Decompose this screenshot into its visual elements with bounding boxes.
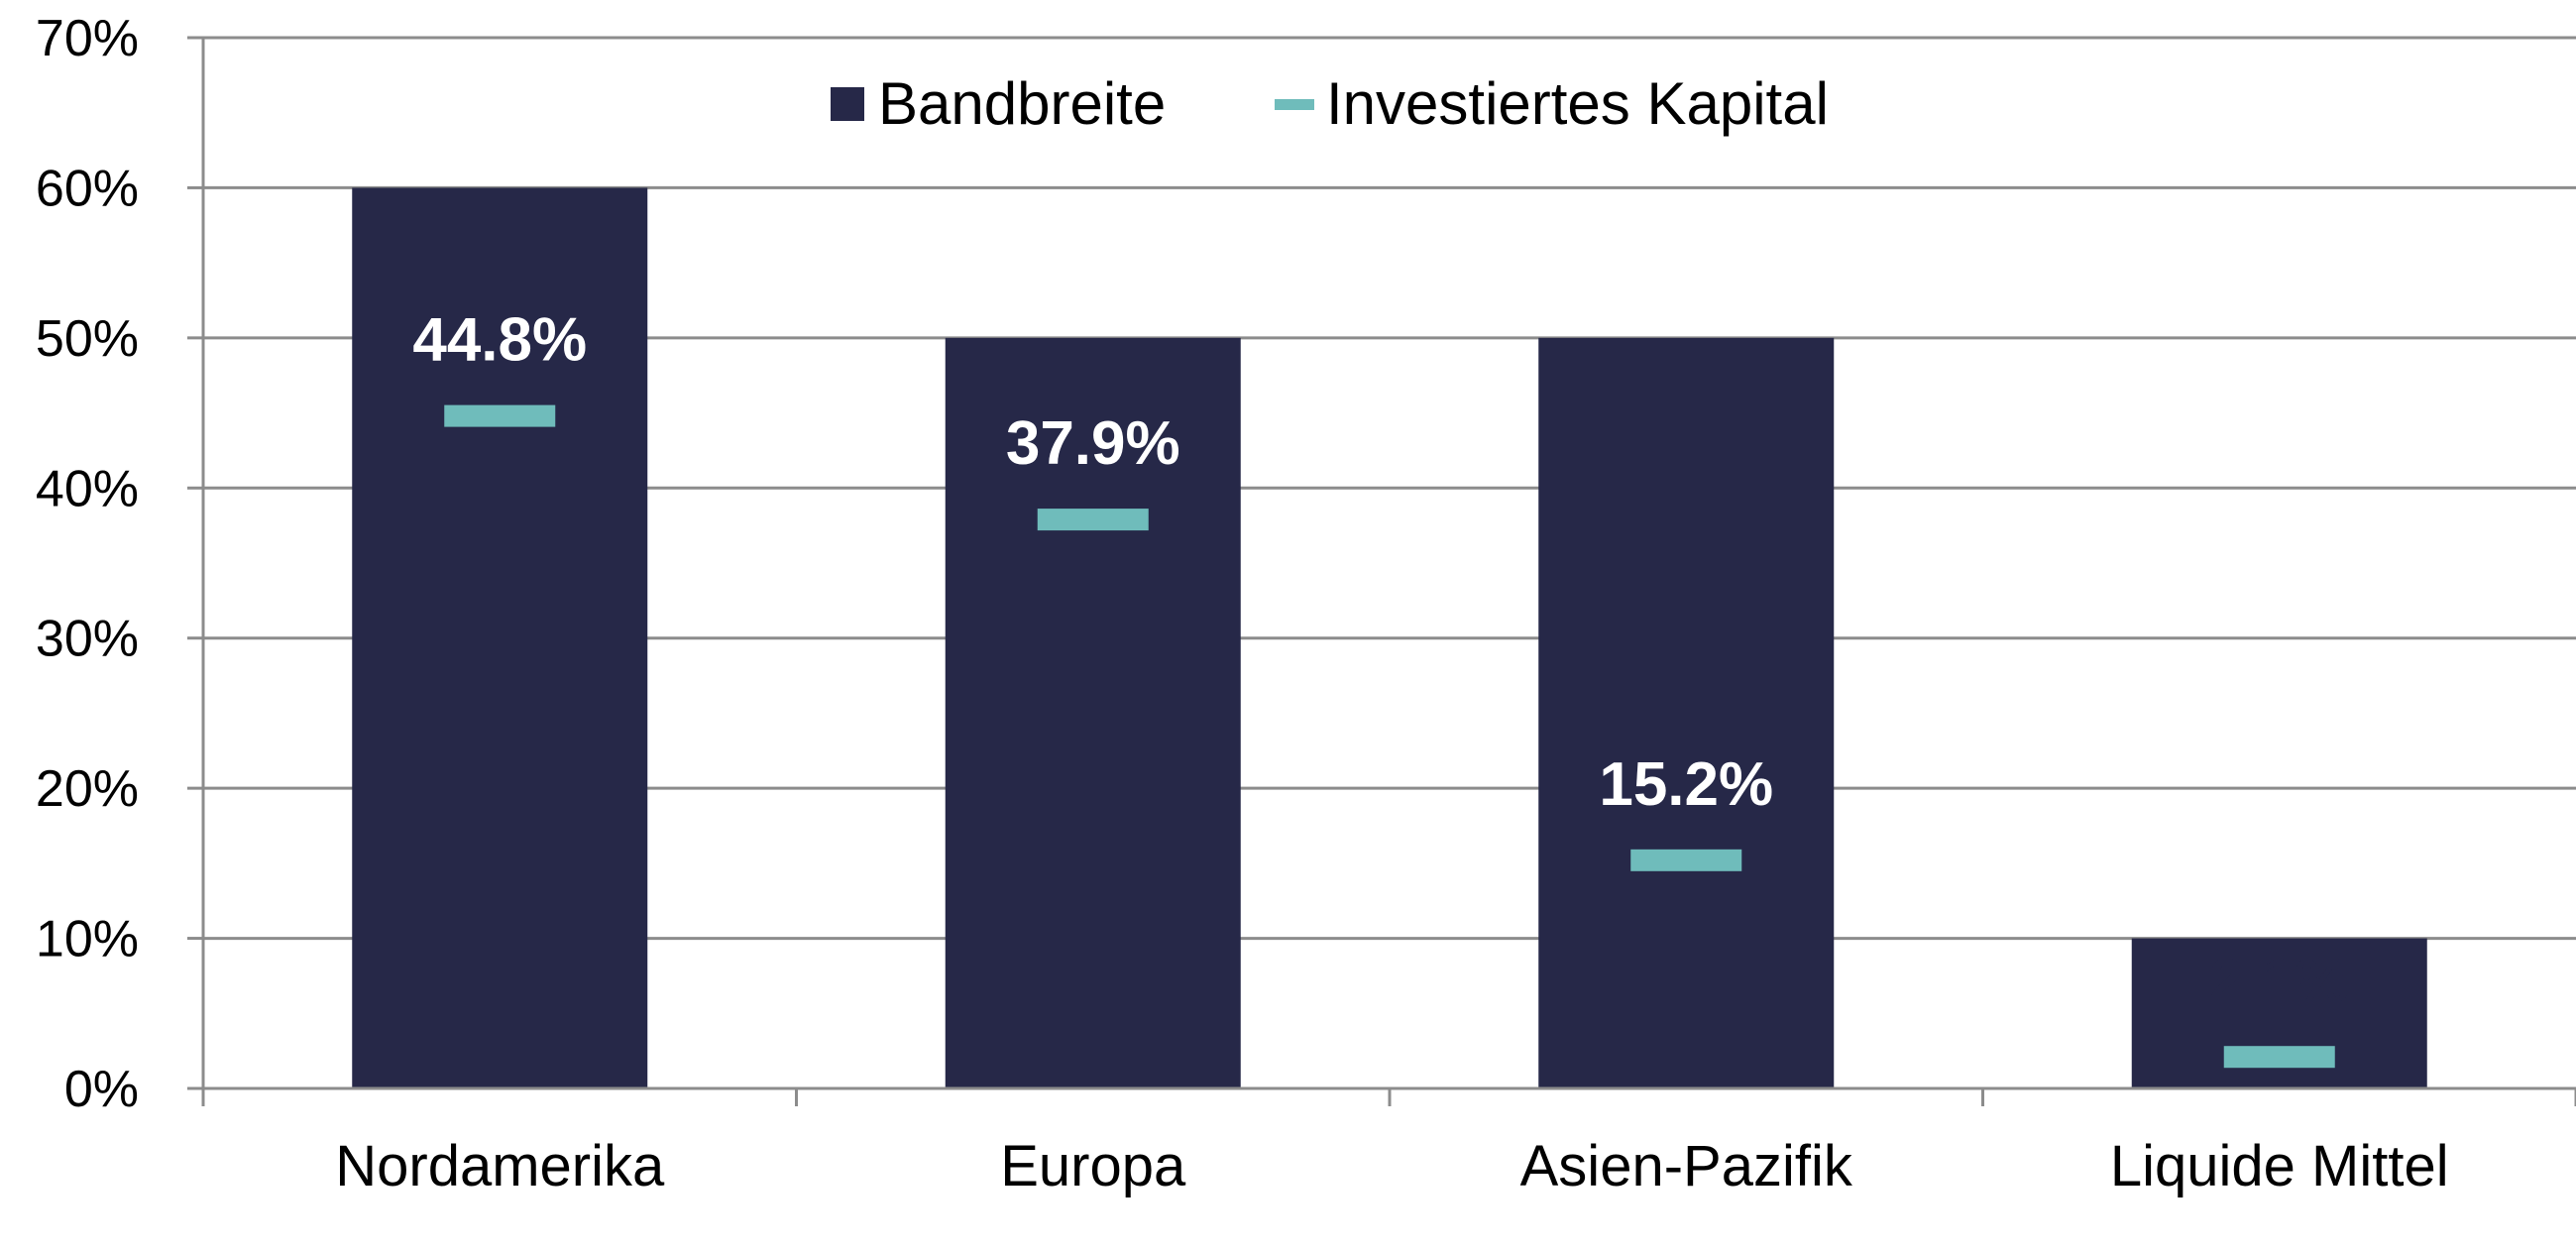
data-label: 44.8% <box>412 306 587 375</box>
data-labels: 44.8% 37.9% 15.2% 2.1% <box>412 306 2349 1016</box>
axes: 0% 10% 20% 30% 40% 50% 60% 70% Nordamerika Europa… <box>36 10 2576 1198</box>
y-tick-label: 50% <box>36 310 139 368</box>
invested-capital-marker <box>1630 849 1742 871</box>
x-category-label: Asien-Pazifik <box>1520 1134 1853 1198</box>
invested-capital-marker <box>444 404 556 427</box>
y-tick-label: 40% <box>36 460 139 517</box>
bar-nordamerika <box>352 187 648 1088</box>
y-tick-label: 0% <box>64 1061 139 1118</box>
legend-label-bandbreite: Bandbreite <box>878 70 1166 137</box>
y-tick-label: 60% <box>36 160 139 217</box>
bar-asien-pazifik <box>1538 337 1835 1088</box>
y-tick-label: 70% <box>36 10 139 67</box>
bar-europa <box>945 337 1241 1088</box>
x-category-label: Liquide Mittel <box>2110 1134 2449 1198</box>
y-tick-label: 20% <box>36 760 139 818</box>
markers <box>444 404 2335 1069</box>
x-category-label: Europa <box>1000 1134 1186 1198</box>
bars <box>352 187 2427 1088</box>
x-category-label: Nordamerika <box>335 1134 665 1198</box>
invested-capital-marker <box>1037 509 1149 531</box>
invested-capital-marker <box>2223 1046 2335 1069</box>
legend-swatch-bandbreite <box>831 87 864 121</box>
y-tick-label: 30% <box>36 611 139 668</box>
legend-label-investiertes-kapital: Investiertes Kapital <box>1326 70 1829 137</box>
legend-swatch-investiertes-kapital <box>1275 99 1314 110</box>
data-label: 2.1% <box>2209 947 2349 1015</box>
data-label: 37.9% <box>1006 409 1180 478</box>
y-tick-label: 10% <box>36 911 139 968</box>
legend: Bandbreite Investiertes Kapital <box>831 70 1829 137</box>
data-label: 15.2% <box>1599 750 1773 819</box>
